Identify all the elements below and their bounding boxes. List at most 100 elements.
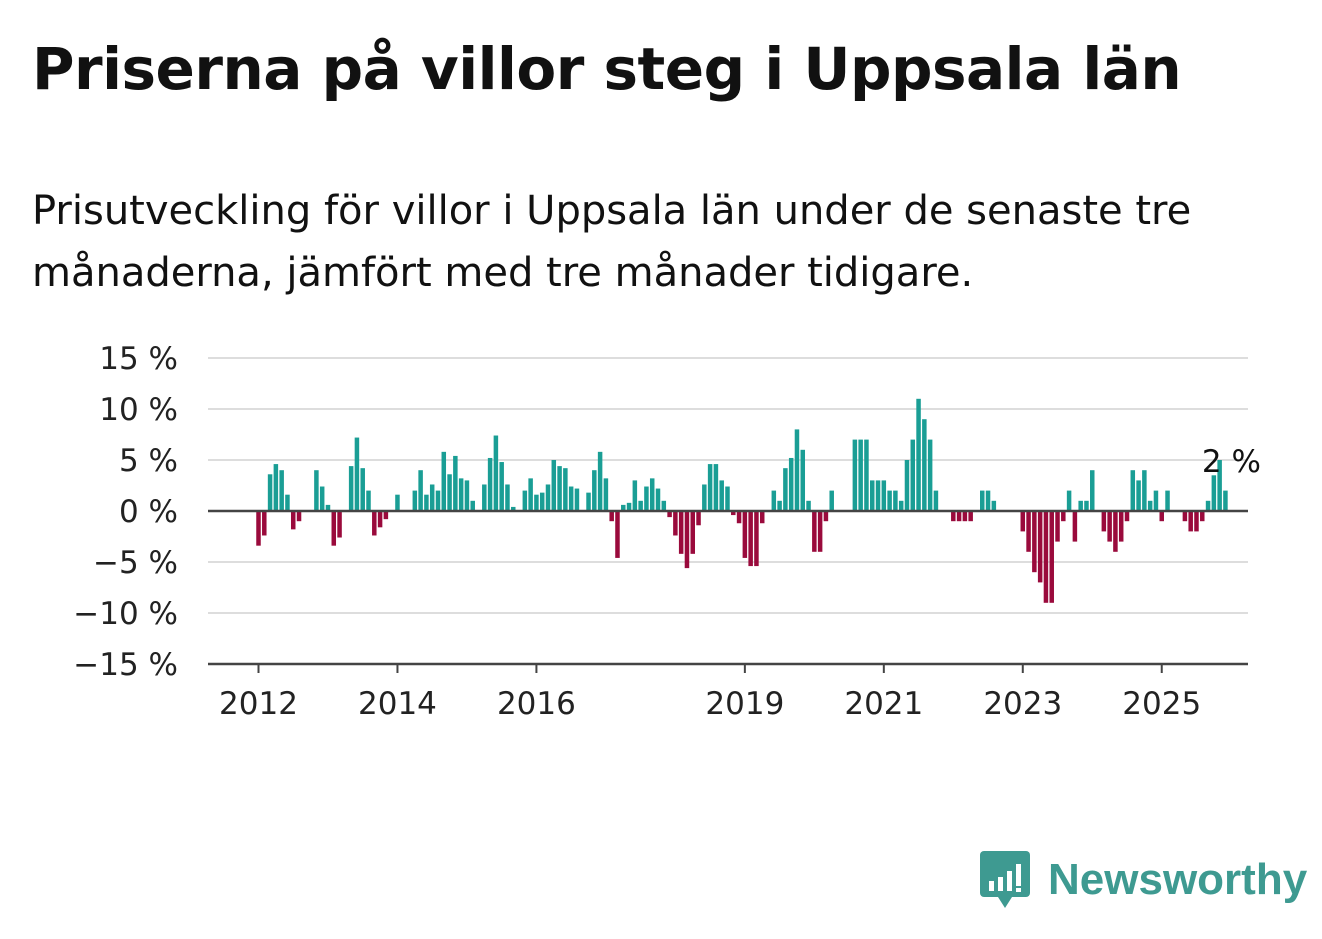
bar: [418, 470, 423, 511]
bar: [1188, 511, 1193, 532]
bar: [719, 480, 724, 511]
bar: [511, 506, 516, 511]
bar: [794, 429, 800, 511]
bar: [429, 484, 435, 511]
bar: [574, 488, 580, 511]
bar: [1037, 511, 1043, 583]
bar: [1223, 490, 1228, 511]
bar: [956, 511, 962, 522]
bar: [383, 511, 389, 520]
bar: [499, 462, 504, 511]
bar: [1020, 511, 1026, 532]
bar: [904, 460, 910, 511]
bar: [875, 480, 881, 511]
bar: [783, 468, 788, 511]
bar: [539, 492, 545, 511]
bar: [377, 511, 383, 528]
bar: [731, 511, 736, 516]
bar: [817, 511, 823, 552]
bar: [568, 486, 574, 511]
bar: [916, 398, 921, 511]
bar: [771, 490, 777, 511]
bar: [725, 486, 730, 511]
bar: [823, 511, 829, 522]
bar: [1182, 511, 1188, 522]
bar: [655, 488, 661, 511]
bar: [331, 511, 337, 546]
x-tick-label: 2012: [219, 686, 298, 722]
bar: [314, 470, 319, 511]
bar: [262, 511, 267, 536]
page-subtitle: Prisutveckling för villor i Uppsala län …: [32, 188, 1192, 296]
bar: [273, 464, 279, 511]
bar: [800, 449, 806, 511]
bar: [609, 511, 614, 522]
bar: [557, 466, 562, 511]
bar: [713, 464, 719, 511]
bar: [505, 484, 510, 511]
bar: [372, 511, 377, 536]
x-tick-label: 2019: [705, 686, 784, 722]
bar: [1043, 511, 1049, 603]
axes: [208, 509, 1248, 673]
x-axis-tick-labels: 2012 2014 2016 2019 2021 2023 2025: [219, 686, 1201, 722]
newsworthy-chart-bubble-icon: [980, 851, 1030, 908]
bar: [586, 492, 591, 511]
bar: [1090, 470, 1095, 511]
y-tick-label: −5 %: [93, 545, 178, 581]
bar: [991, 500, 997, 511]
bar: [1032, 511, 1037, 573]
bar: [985, 490, 991, 511]
bar: [754, 511, 759, 567]
y-tick-label: −10 %: [73, 596, 178, 632]
bar: [968, 511, 973, 522]
bar: [644, 486, 649, 511]
bar: [1107, 511, 1112, 542]
bar: [285, 494, 290, 511]
bar: [1194, 511, 1199, 532]
bar: [319, 486, 325, 511]
bar: [482, 484, 487, 511]
bar: [922, 419, 927, 511]
bar: [1200, 511, 1205, 522]
bar: [1066, 490, 1072, 511]
bar: [453, 455, 458, 511]
bar: [447, 474, 452, 511]
bar: [910, 439, 916, 511]
bar: [864, 439, 869, 511]
bar: [597, 451, 603, 511]
bar: [1072, 511, 1078, 542]
bar: [1136, 480, 1141, 511]
bar: [1205, 500, 1211, 511]
x-tick-label: 2025: [1122, 686, 1201, 722]
bar: [621, 504, 626, 511]
bar: [736, 511, 742, 524]
bar: [812, 511, 817, 552]
bar: [522, 490, 528, 511]
bar: [927, 439, 933, 511]
x-tick-label: 2023: [983, 686, 1062, 722]
page-title: Priserna på villor steg i Uppsala län: [32, 35, 1182, 103]
bar: [412, 490, 418, 511]
last-value-annotation: 2 %: [1202, 444, 1261, 480]
bar: [1078, 500, 1083, 511]
bar: [632, 480, 638, 511]
bar: [1165, 490, 1170, 511]
y-tick-label: 10 %: [99, 392, 178, 428]
bar: [742, 511, 748, 558]
bar: [563, 468, 568, 511]
y-tick-label: −15 %: [73, 647, 178, 683]
bar: [551, 460, 557, 511]
bar: [615, 511, 620, 558]
y-tick-label: 15 %: [99, 341, 178, 377]
bar: [290, 511, 296, 530]
bar: [951, 511, 956, 522]
bar: [1142, 470, 1147, 511]
bar: [348, 466, 354, 511]
bar: [1159, 511, 1164, 522]
bar: [673, 511, 678, 536]
bar: [748, 511, 753, 567]
bar: [325, 504, 331, 511]
bar: [962, 511, 968, 522]
bar: [678, 511, 684, 554]
